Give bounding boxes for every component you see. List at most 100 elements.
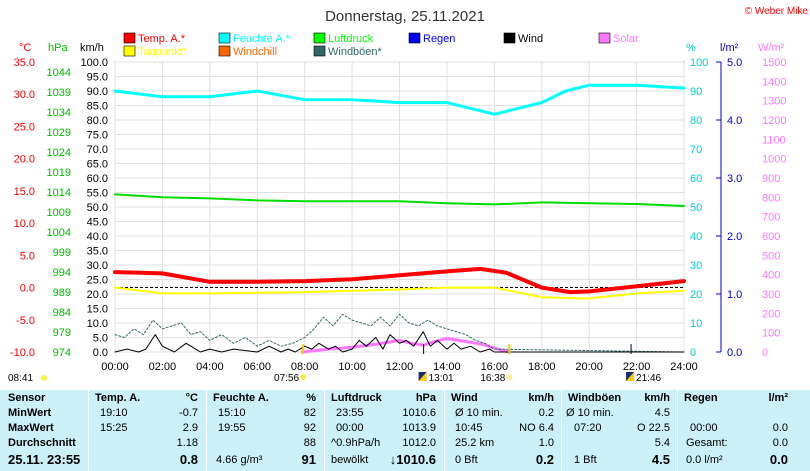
pressure-tick-label: 1039 — [47, 87, 71, 99]
wind-current: 0.2 — [535, 452, 554, 467]
rain-tick-label: 2.0 — [727, 231, 742, 243]
x-tick-label: 18:00 — [528, 361, 556, 373]
press-trend: ^0.9hPa/h — [331, 437, 381, 449]
temp-tick-label: -5.0 — [16, 315, 35, 327]
sunset-time: 16:38 — [480, 373, 505, 384]
x-tick-label: 16:00 — [481, 361, 509, 373]
temp-current: 0.8 — [179, 452, 198, 467]
legend-swatch — [503, 32, 516, 44]
x-tick-label: 08:00 — [291, 361, 319, 373]
legend-label: Feuchte A.* — [233, 33, 291, 45]
dawn-icon — [41, 375, 47, 381]
chart-legend: Temp. A.* Feuchte A.* Luftdruck Regen Wind So… — [123, 32, 639, 58]
wind-tick-label: 10.0 — [87, 318, 108, 330]
series-line-wind — [114, 331, 685, 353]
hum-unit: % — [306, 392, 316, 404]
wind-tick-label: 40.0 — [87, 231, 108, 243]
humidity-tick-label: 60 — [690, 173, 702, 185]
humidity-tick-label: 0 — [690, 347, 696, 359]
wind-tick-label: 85.0 — [87, 101, 108, 113]
solar-tick-label: 1200 — [762, 115, 786, 127]
solar-tick-label: 700 — [762, 212, 780, 224]
stats-label-avg: Durchschnitt — [8, 437, 76, 449]
pressure-tick-label: 1019 — [47, 167, 71, 179]
press-max-value: 1013.9 — [402, 422, 436, 434]
unit-hum: % — [686, 42, 696, 54]
sunset-icon — [506, 374, 513, 380]
wind-tick-label: 70.0 — [87, 144, 108, 156]
wind-tick-label: 0.0 — [93, 347, 108, 359]
humidity-tick-label: 70 — [690, 144, 702, 156]
series-line-luftdruck — [114, 193, 685, 207]
wind-tick-label: 30.0 — [87, 260, 108, 272]
solar-tick-label: 900 — [762, 173, 780, 185]
legend-label: Windchill — [233, 46, 277, 58]
legend-label: Wind — [518, 33, 543, 45]
pressure-tick-label: 1004 — [47, 227, 71, 239]
stats-label-max: MaxWert — [8, 422, 54, 434]
rain-current: 0.0 — [769, 452, 788, 467]
temp-header: Temp. A. — [95, 392, 141, 404]
wind-tick-label: 95.0 — [87, 72, 108, 84]
pressure-tick-label: 999 — [53, 247, 71, 259]
legend-swatch — [408, 32, 421, 44]
hum-max-value: 92 — [303, 422, 316, 434]
solar-tick-label: 100 — [762, 328, 780, 340]
hum-average: 88 — [303, 437, 316, 449]
gust-max-time: 07:20 — [574, 422, 602, 434]
hum-min-time: 15:10 — [218, 407, 246, 419]
wind-tick-label: 75.0 — [87, 130, 108, 142]
press-header: Luftdruck — [331, 392, 382, 404]
humidity-tick-label: 80 — [690, 115, 702, 127]
humidity-tick-label: 40 — [690, 231, 702, 243]
wind-average: 1.0 — [538, 437, 554, 449]
solar-tick-label: 1400 — [762, 76, 786, 88]
unit-solar: W/m² — [758, 42, 785, 54]
wind-unit: km/h — [528, 392, 554, 404]
gust-average: 5.4 — [654, 437, 670, 449]
temp-average: 1.18 — [176, 437, 198, 449]
wind-tick-label: 100.0 — [80, 57, 108, 69]
legend-label: Luftdruck — [328, 33, 374, 45]
series-line-taupunkt — [114, 286, 685, 300]
solar-tick-label: 1300 — [762, 96, 786, 108]
wind-tick-label: 65.0 — [87, 159, 108, 171]
temp-unit: °C — [185, 392, 198, 404]
hum-header: Feuchte A. — [213, 392, 269, 404]
sunrise-icon — [300, 374, 307, 380]
pressure-tick-label: 974 — [53, 347, 71, 359]
pressure-tick-label: 1009 — [47, 207, 71, 219]
wind-max-time: 10:45 — [455, 422, 483, 434]
press-average: 1012.0 — [402, 437, 436, 449]
legend-swatch — [123, 32, 136, 44]
stats-label-current: 25.11. 23:55 — [8, 452, 81, 467]
wind-avg10-value: 0.2 — [538, 407, 554, 419]
wind-tick-label: 25.0 — [87, 275, 108, 287]
legend-label: Regen — [423, 33, 455, 45]
weather-chart: Donnerstag, 25.11.2021 © Weber Mike °C h… — [8, 6, 808, 384]
gust-max-value: O 22.5 — [636, 422, 670, 434]
pressure-tick-label: 1034 — [47, 107, 71, 119]
dawn-time: 08:41 — [8, 373, 33, 384]
press-current: ↓1010.6 — [389, 452, 436, 467]
sun-time-markers: 07:56 16:38 13:01 21:46 08:41 — [8, 344, 662, 384]
x-tick-label: 24:00 — [670, 361, 698, 373]
x-tick-label: 12:00 — [386, 361, 414, 373]
stats-label-min: MinWert — [8, 407, 52, 419]
humidity-tick-label: 90 — [690, 86, 702, 98]
wind-tick-label: 35.0 — [87, 246, 108, 258]
chart-title: Donnerstag, 25.11.2021 — [325, 8, 485, 25]
press-min-value: 1010.6 — [402, 407, 436, 419]
pressure-tick-label: 989 — [53, 287, 71, 299]
moonset-time: 21:46 — [636, 373, 661, 384]
legend-swatch — [218, 32, 231, 44]
humidity-tick-label: 30 — [690, 260, 702, 272]
gust-header: Windböen — [568, 392, 622, 404]
pressure-tick-label: 984 — [53, 307, 71, 319]
wind-tick-label: 55.0 — [87, 188, 108, 200]
rain-tick-label: 0.0 — [727, 347, 742, 359]
series-line-feuchtea — [113, 83, 686, 116]
hum-min-value: 82 — [303, 407, 316, 419]
hum-current: 91 — [301, 452, 316, 467]
x-tick-label: 22:00 — [623, 361, 651, 373]
